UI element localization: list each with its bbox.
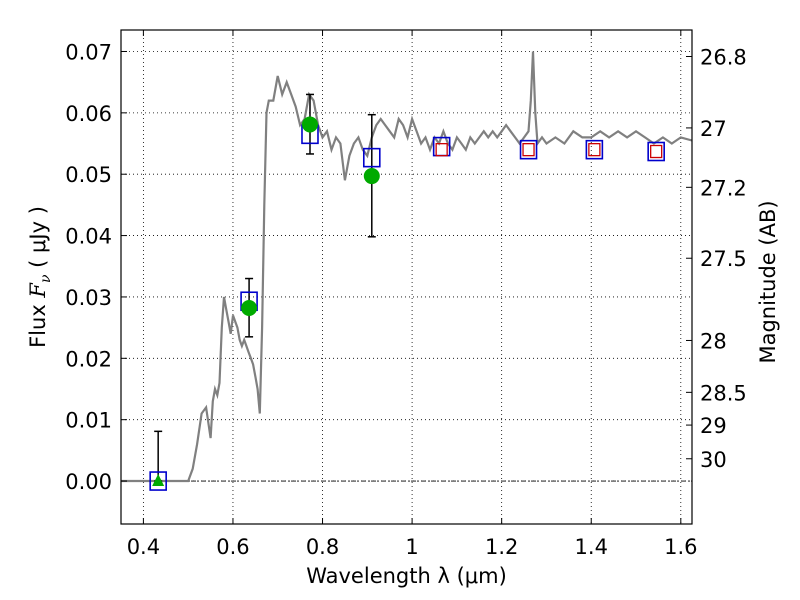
red-square-point [522,143,535,157]
magnitude-axis-ticks: 26.8 27 27.2 27.5 28 28.5 29 30 [686,45,747,472]
spectrum-line [121,51,693,483]
y-tick-label: 0.00 [65,470,112,494]
x-tick-label: 0.8 [306,535,339,559]
magnitude-tick-label: 27.2 [700,176,747,200]
x-tick-label: 1 [405,535,418,559]
x-axis-ticks: 0.4 0.6 0.8 1 1.2 1.4 1.6 [127,30,698,559]
y-axis-label-suffix: ( μJy ) [26,206,50,274]
x-axis-label: Wavelength λ (μm) [306,564,507,588]
y-axis-label-subscript: ν [38,274,54,283]
magnitude-tick-label: 28 [700,329,727,353]
red-square-point [588,143,601,157]
magnitude-tick-label: 26.8 [700,45,747,69]
open-square-point [585,139,604,160]
magnitude-axis-label: Magnitude (AB) [756,200,780,363]
magnitude-tick-label: 27 [700,117,727,141]
plot-frame [120,29,693,525]
x-tick-label: 1.6 [664,535,697,559]
open-square-point [647,141,665,162]
x-tick-label: 1.2 [485,535,518,559]
red-square-point [650,144,663,159]
open-square-point [362,147,381,168]
y-tick-label: 0.03 [65,286,112,310]
green-circle-point [363,168,380,185]
red-square-point [435,143,448,157]
open-square-point [149,471,167,491]
x-tick-label: 0.4 [127,535,160,559]
y-tick-label: 0.07 [65,40,112,64]
magnitude-tick-label: 28.5 [700,381,747,405]
y-tick-label: 0.06 [65,102,112,126]
magnitude-tick-label: 27.5 [700,247,747,271]
open-square-point [519,139,538,160]
magnitude-tick-label: 29 [700,414,727,438]
x-tick-label: 1.4 [575,535,608,559]
y-tick-label: 0.02 [65,347,112,371]
green-triangle-point [152,474,165,487]
y-axis-label-prefix: Flux [26,298,50,348]
data-markers [149,116,665,491]
y-axis-ticks: 0.00 0.01 0.02 0.03 0.04 0.05 0.06 0.07 [65,40,127,494]
y-axis-label: Flux Fν ( μJy ) [26,206,54,348]
x-tick-label: 0.6 [216,535,249,559]
y-axis-label-symbol: F [26,282,50,299]
y-tick-label: 0.04 [65,225,112,249]
y-tick-label: 0.01 [65,409,112,433]
green-circle-point [301,116,318,133]
grid-lines [121,30,692,524]
y-tick-label: 0.05 [65,163,112,187]
green-circle-point [241,299,258,316]
magnitude-tick-label: 30 [700,448,727,472]
